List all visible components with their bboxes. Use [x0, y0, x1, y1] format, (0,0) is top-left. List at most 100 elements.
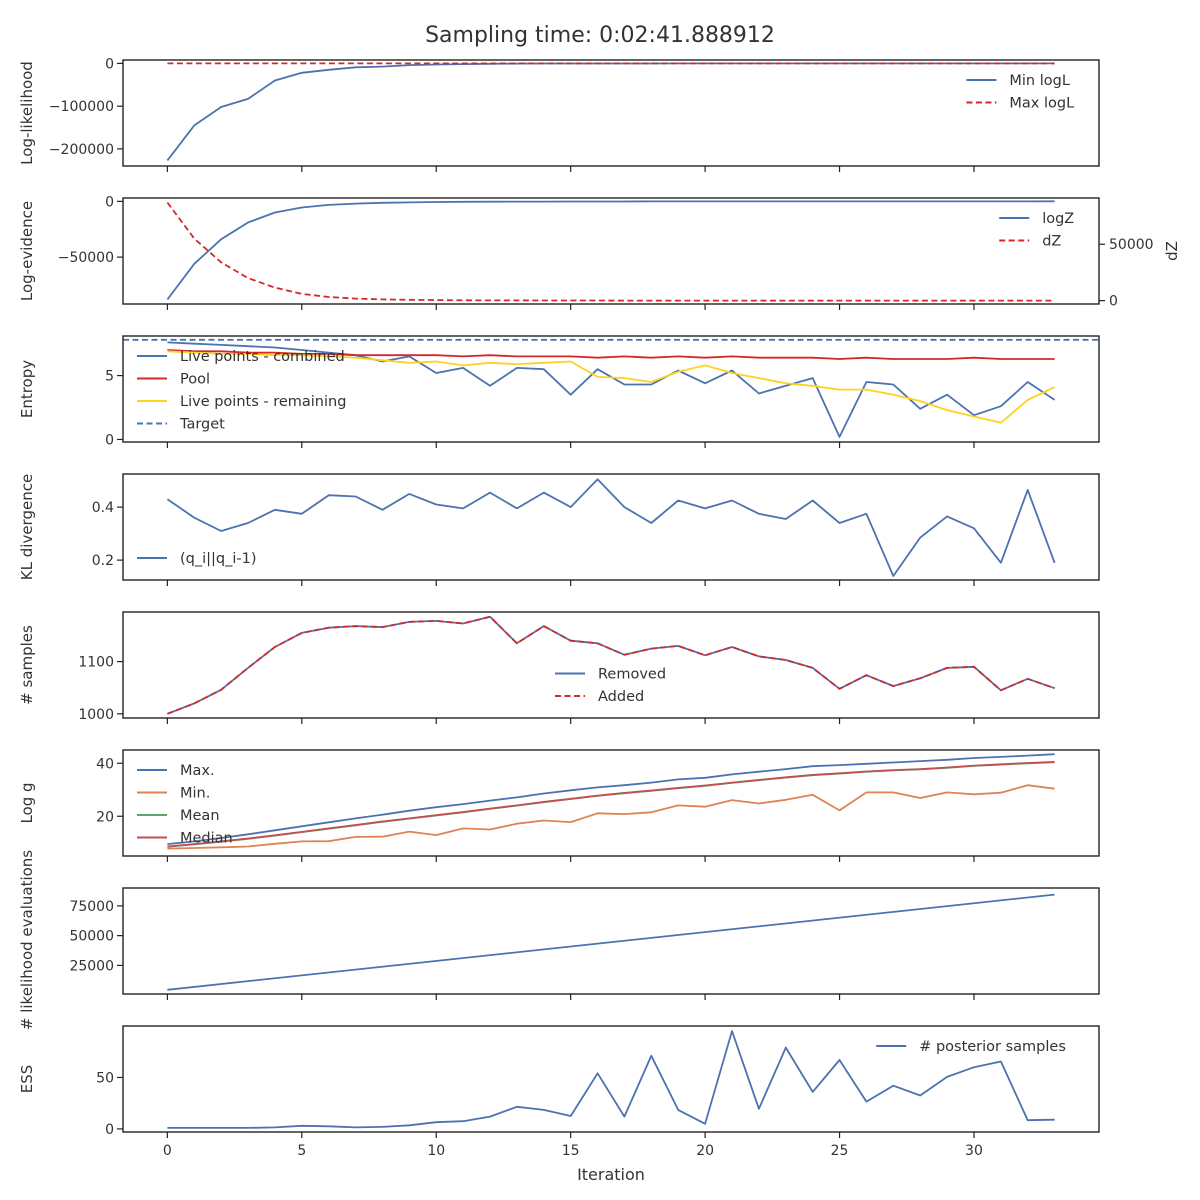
legend-label: Pool — [180, 372, 210, 388]
legend-label: Live points - combined — [180, 349, 345, 365]
y-right-axis-label: dZ — [1163, 241, 1181, 261]
legend-label: Median — [180, 831, 233, 847]
x-tick-label: 0 — [163, 1143, 172, 1159]
legend: Live points - combined Pool Live points - … — [137, 349, 346, 433]
series-group — [167, 1030, 1055, 1129]
legend-label: Target — [179, 417, 225, 433]
panel-6: 25000 50000 75000 # likelihood evaluations — [18, 850, 1100, 1030]
y-tick-label: 75000 — [69, 899, 114, 915]
legend-label: Mean — [180, 808, 220, 824]
axes-frame — [122, 59, 1100, 167]
series-line-2-2 — [167, 350, 1055, 424]
y-axis-label: ESS — [18, 1065, 36, 1094]
legend: Max. Min. Mean Median — [137, 763, 233, 847]
y-tick-label: 1000 — [78, 707, 114, 723]
y-tick-label: 1100 — [78, 655, 114, 671]
y-tick-label: 5 — [105, 369, 114, 385]
axes-frame — [122, 749, 1100, 857]
panel-1: 0 −50000 0 50000 dZ Log-evidence logZ dZ — [18, 194, 1181, 310]
legend-label: Min. — [180, 786, 210, 802]
y-tick-label: −200000 — [49, 142, 114, 158]
series-line-5-2 — [167, 761, 1055, 848]
series-line-4-1 — [167, 615, 1055, 715]
series-group — [166, 200, 1055, 302]
y-tick-label: 0.4 — [92, 500, 114, 516]
series-group — [166, 62, 1055, 161]
series-group — [123, 338, 1099, 438]
legend-label: dZ — [1042, 234, 1061, 250]
legend-label: logZ — [1042, 211, 1074, 227]
y-tick-label: 0 — [105, 194, 114, 210]
panel-3: 0.2 0.4 KL divergence (q_i||q_i-1) — [18, 473, 1100, 586]
y-tick-label: 0 — [105, 432, 114, 448]
legend: Min logL Max logL — [966, 73, 1074, 112]
y-axis-label: Log g — [18, 782, 36, 823]
series-line-1-0 — [166, 200, 1055, 301]
axes-frame — [122, 887, 1100, 995]
y-tick-label: 0 — [105, 1122, 114, 1138]
series-line-1-1 — [166, 201, 1055, 302]
y-tick-label: −50000 — [58, 250, 114, 266]
series-group — [167, 753, 1055, 850]
y-axis-label: # likelihood evaluations — [18, 850, 36, 1030]
series-line-5-3 — [167, 761, 1055, 848]
x-tick-label: 30 — [965, 1143, 983, 1159]
series-line-0-0 — [166, 62, 1055, 161]
legend-label: # posterior samples — [919, 1039, 1066, 1055]
y-right-tick-label: 50000 — [1109, 237, 1154, 253]
series-line-7-0 — [167, 1030, 1055, 1129]
series-group — [166, 478, 1056, 577]
y-right-tick-label: 0 — [1109, 294, 1118, 310]
legend-label: Max. — [180, 763, 215, 779]
y-tick-label: 50000 — [69, 929, 114, 945]
axes-frame — [122, 1025, 1100, 1133]
y-axis-label: KL divergence — [18, 474, 36, 580]
legend-label: Added — [598, 689, 644, 705]
series-line-3-0 — [166, 478, 1056, 577]
series-line-6-0 — [167, 893, 1055, 991]
y-axis-label: # samples — [18, 625, 36, 705]
y-axis-label: Log-likelihood — [18, 61, 36, 165]
x-tick-label: 25 — [831, 1143, 849, 1159]
legend: Removed Added — [555, 667, 666, 705]
y-tick-label: 40 — [96, 756, 114, 772]
figure-title: Sampling time: 0:02:41.888912 — [425, 23, 775, 48]
y-tick-label: 0.2 — [92, 553, 114, 569]
axes-frame — [122, 197, 1100, 305]
x-tick-label: 10 — [427, 1143, 445, 1159]
legend-label: Live points - remaining — [180, 394, 346, 410]
y-axis-label: Log-evidence — [18, 201, 36, 301]
series-group — [167, 615, 1055, 715]
x-tick-label: 15 — [562, 1143, 580, 1159]
y-tick-label: −100000 — [49, 99, 114, 115]
legend-label: Min logL — [1009, 73, 1070, 89]
axes-frame — [122, 335, 1100, 443]
series-line-5-1 — [167, 784, 1055, 850]
y-tick-label: 0 — [105, 56, 114, 72]
y-tick-label: 50 — [96, 1070, 114, 1086]
x-tick-label: 20 — [696, 1143, 714, 1159]
y-axis-label: Entropy — [18, 360, 36, 418]
panels: 0 −100000 −200000 Log-likelihood Min logL Max… — [18, 56, 1181, 1159]
y-tick-label: 25000 — [69, 958, 114, 974]
panel-5: 20 40 Log g Max. Min. Mean Median — [18, 749, 1100, 862]
y-tick-label: 20 — [96, 809, 114, 825]
legend: (q_i||q_i-1) — [137, 551, 257, 567]
panel-0: 0 −100000 −200000 Log-likelihood Min logL Max… — [18, 56, 1100, 172]
x-tick-label: 5 — [297, 1143, 306, 1159]
legend-label: (q_i||q_i-1) — [180, 551, 257, 567]
axes-frame — [122, 611, 1100, 719]
series-line-2-1 — [167, 349, 1055, 360]
legend-label: Removed — [598, 667, 666, 683]
legend: # posterior samples — [876, 1039, 1066, 1055]
series-line-5-0 — [167, 753, 1055, 845]
panel-7: 0 50 0 5 10 15 20 25 30 ESS # posterior samples — [18, 1025, 1100, 1159]
legend-label: Max logL — [1009, 96, 1074, 112]
axes-frame — [122, 473, 1100, 581]
legend: logZ dZ — [999, 211, 1074, 250]
panel-4: 1000 1100 # samples Removed Added — [18, 611, 1100, 724]
series-group — [167, 893, 1055, 991]
x-axis-label: Iteration — [577, 1165, 645, 1184]
